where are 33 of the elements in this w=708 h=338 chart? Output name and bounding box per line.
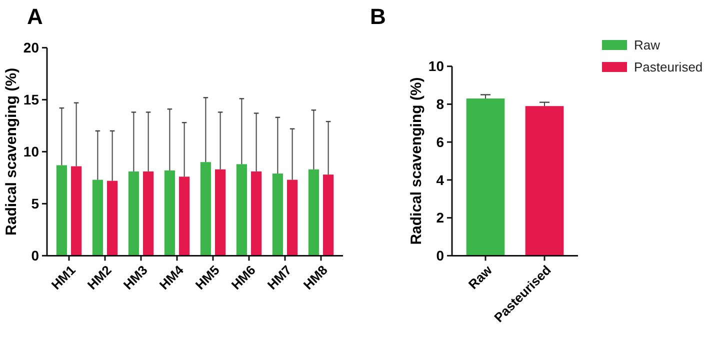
chart-title: A — [27, 4, 44, 29]
bar — [179, 176, 190, 256]
bar — [251, 171, 262, 256]
y-tick-label: 5 — [31, 196, 40, 212]
bar — [71, 166, 82, 256]
y-tick-label: 0 — [436, 248, 444, 264]
bar — [128, 171, 139, 256]
y-tick-label: 6 — [436, 134, 444, 150]
y-tick-label: 15 — [23, 92, 40, 108]
bar — [272, 174, 283, 256]
y-tick-label: 10 — [428, 58, 444, 74]
bar — [143, 171, 154, 256]
y-tick-label: 0 — [31, 248, 40, 264]
bar — [200, 162, 211, 256]
y-tick-label: 10 — [23, 144, 40, 160]
bar — [287, 180, 298, 256]
bar — [215, 169, 226, 256]
bar — [107, 180, 118, 256]
y-tick-label: 2 — [436, 210, 444, 226]
bar — [92, 180, 103, 256]
bar — [323, 174, 334, 256]
bar — [236, 164, 247, 256]
bar — [56, 165, 67, 256]
bar — [164, 170, 175, 256]
y-tick-label: 20 — [23, 40, 40, 56]
legend-label: Pasteurised — [634, 60, 703, 74]
legend-label: Raw — [634, 38, 661, 52]
y-tick-label: 4 — [436, 172, 444, 188]
y-tick-label: 8 — [436, 96, 444, 112]
bar — [308, 169, 319, 256]
y-axis-title: Radical scavenging (%) — [408, 77, 425, 245]
y-axis-title: Radical scavenging (%) — [3, 68, 20, 236]
chart-title: B — [370, 4, 386, 29]
